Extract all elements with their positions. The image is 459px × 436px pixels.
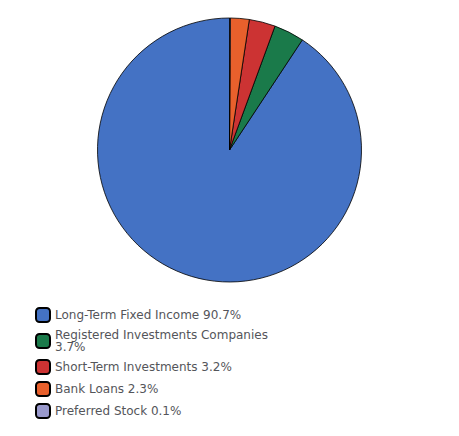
svg-text:Preferred Stock 0.1%: Preferred Stock 0.1% — [55, 404, 181, 418]
svg-text:Bank Loans 2.3%: Bank Loans 2.3% — [55, 382, 158, 396]
svg-text:Short-Term Investments 3.2%: Short-Term Investments 3.2% — [55, 360, 232, 374]
svg-text:Long-Term Fixed Income 90.7%: Long-Term Fixed Income 90.7% — [55, 308, 241, 322]
svg-text:Registered Investments Compani: Registered Investments Companies — [55, 328, 268, 342]
svg-text:3.7%: 3.7% — [55, 340, 86, 354]
